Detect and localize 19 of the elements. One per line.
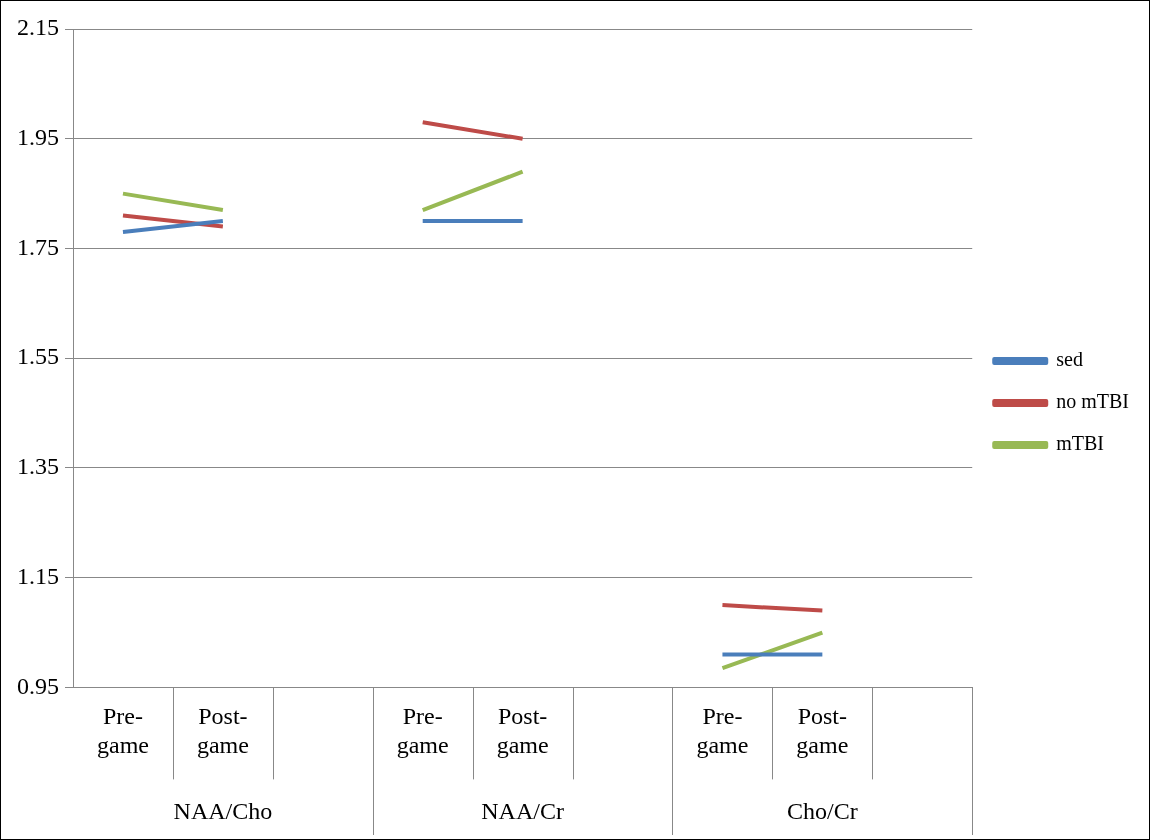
legend-label: mTBI xyxy=(1056,432,1105,455)
y-tick-label: 1.75 xyxy=(17,233,59,260)
text: Cho/Cr xyxy=(787,798,858,825)
y-tick-label: 0.95 xyxy=(17,672,59,699)
y-tick-label: 1.35 xyxy=(17,453,59,480)
x-tick-label: Pre-game xyxy=(696,703,749,758)
text: NAA/Cho xyxy=(173,798,273,825)
x-tick-label: Post-game xyxy=(196,703,249,758)
legend-label: sed xyxy=(1056,348,1083,371)
x-tick-label: Pre-game xyxy=(96,703,149,758)
text: NAA/Cr xyxy=(481,798,564,825)
legend-label: no mTBI xyxy=(1056,390,1130,413)
y-tick-label: 1.55 xyxy=(17,343,59,370)
x-tick-label: Post-game xyxy=(496,703,549,758)
x-tick-label: Pre-game xyxy=(396,703,449,758)
x-tick-label: Post-game xyxy=(796,703,849,758)
y-tick-label: 2.15 xyxy=(17,14,59,41)
y-tick-label: 1.15 xyxy=(17,562,59,589)
y-tick-label: 1.95 xyxy=(17,124,59,151)
